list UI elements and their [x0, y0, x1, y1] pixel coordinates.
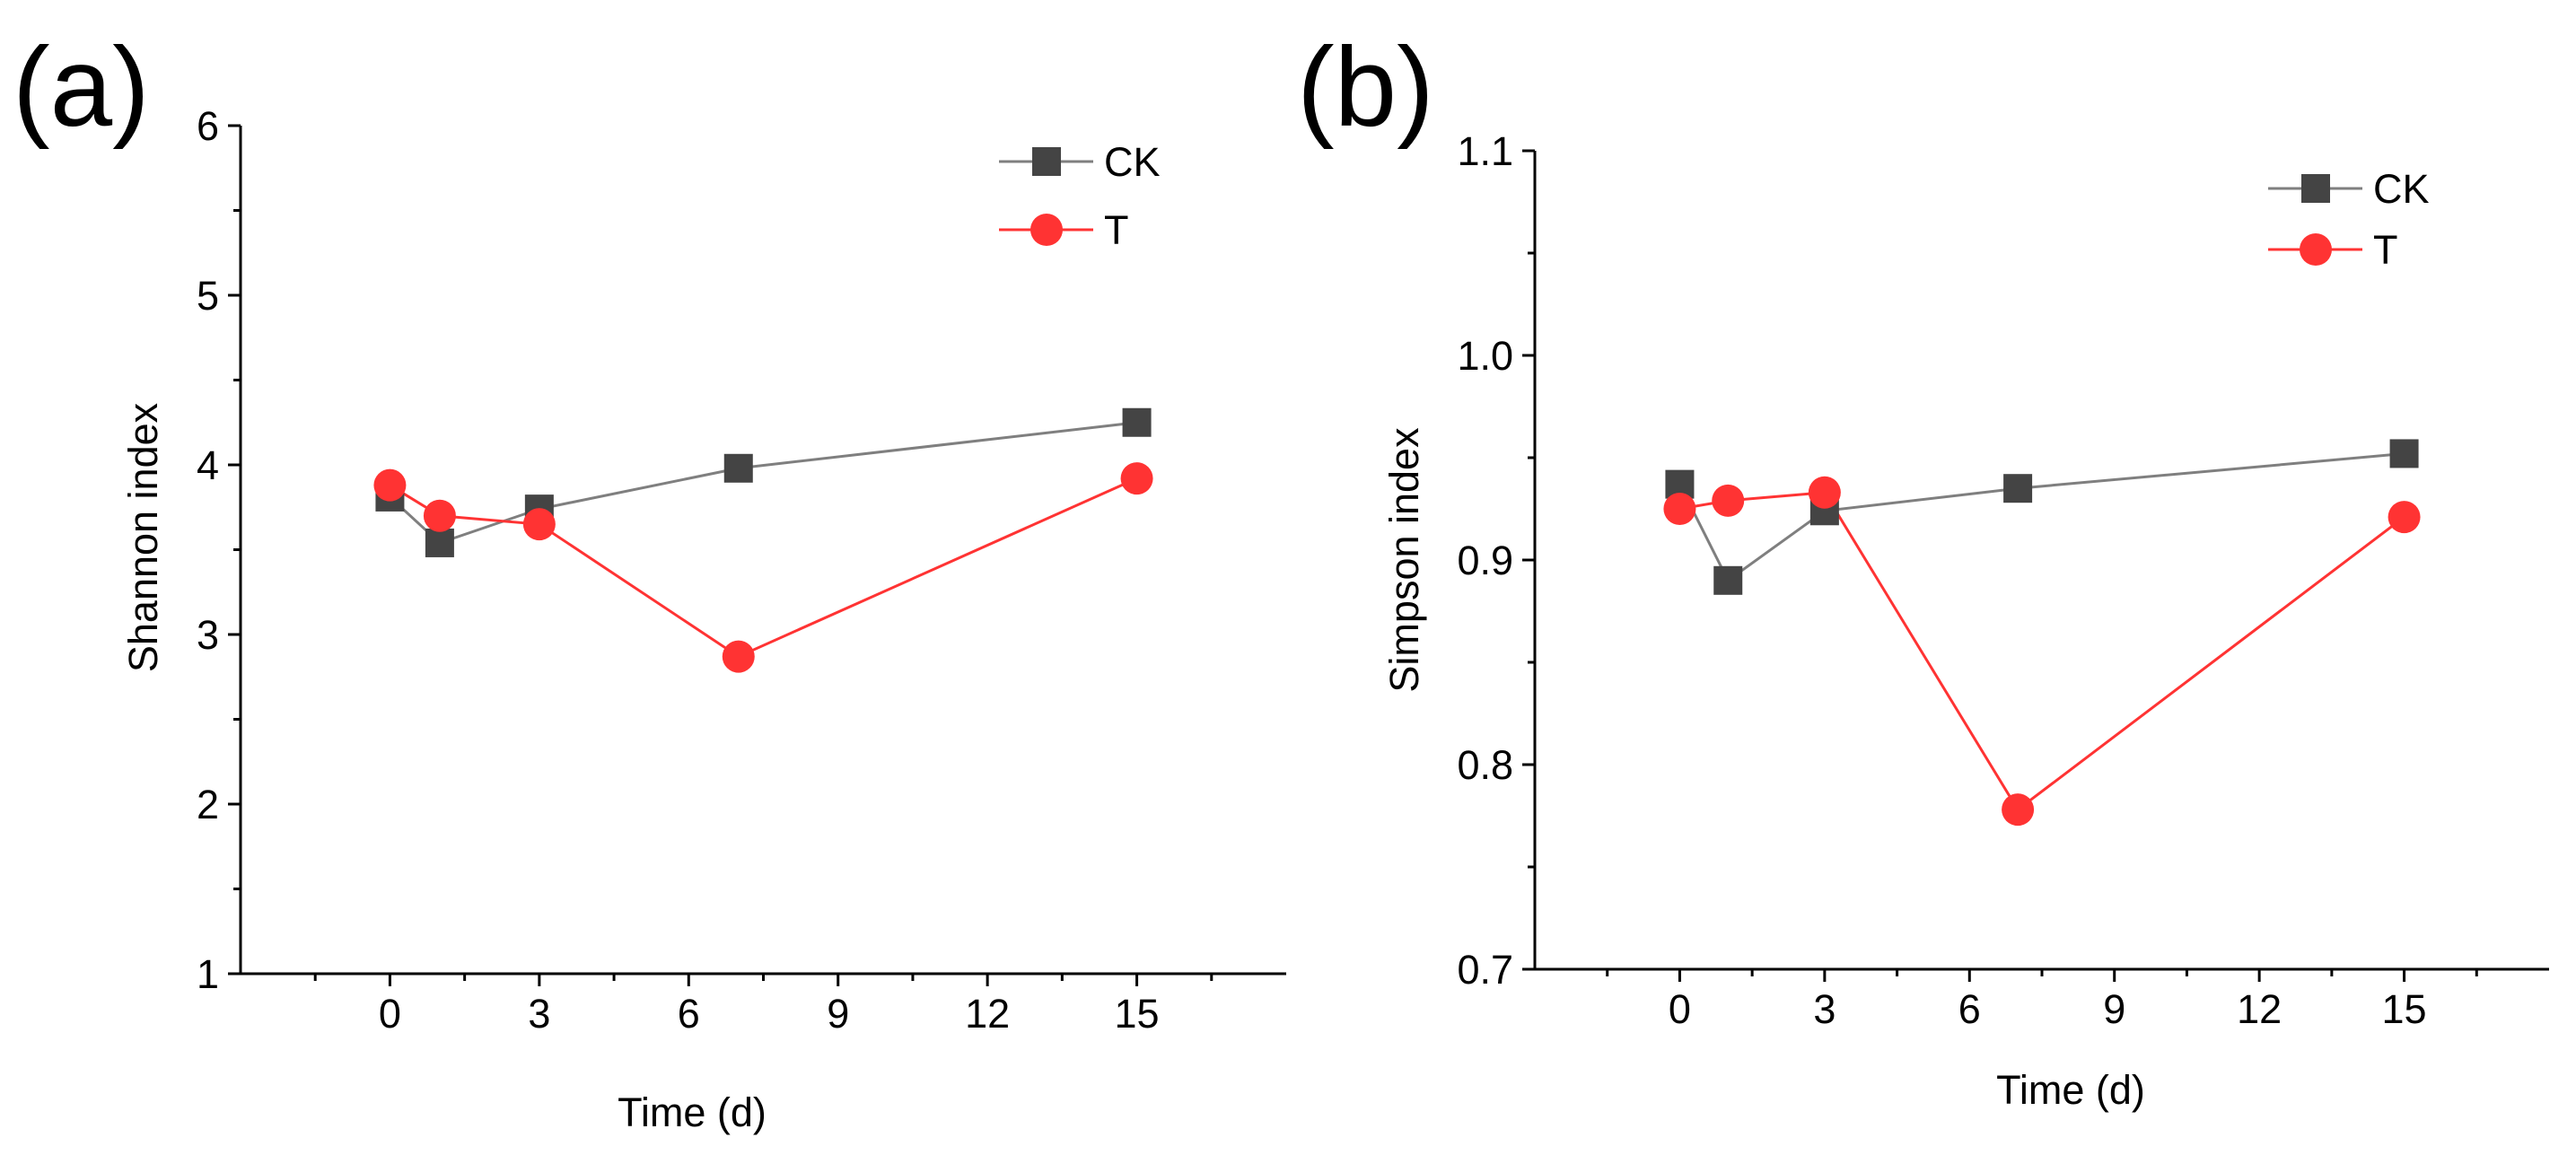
- y-tick-label: 2: [197, 782, 219, 827]
- data-point-t: [373, 468, 407, 502]
- y-tick-label: 0.7: [1457, 947, 1513, 993]
- legend-marker-t: [1030, 214, 1063, 246]
- y-tick-label: 5: [197, 273, 219, 319]
- x-tick-label: 0: [379, 991, 401, 1037]
- data-point-t: [722, 640, 755, 673]
- legend-label-t: T: [2373, 227, 2398, 273]
- legend-marker-ck: [1032, 147, 1061, 176]
- y-tick-label: 3: [197, 612, 219, 658]
- data-point-ck: [1122, 407, 1152, 437]
- data-point-ck: [2389, 439, 2419, 468]
- x-tick-label: 12: [2237, 986, 2282, 1032]
- x-axis-title: Time (d): [618, 1089, 767, 1135]
- y-tick-label: 6: [197, 103, 219, 149]
- data-point-t: [2002, 793, 2035, 827]
- x-tick-label: 15: [1115, 991, 1160, 1037]
- y-tick-label: 0.9: [1457, 538, 1513, 583]
- x-tick-label: 9: [827, 991, 849, 1037]
- series-line-ck: [389, 421, 1137, 545]
- data-point-t: [1663, 493, 1696, 525]
- x-axis-title: Time (d): [1996, 1067, 2145, 1113]
- y-tick-label: 0.8: [1457, 742, 1513, 788]
- data-point-t: [2388, 501, 2421, 534]
- y-tick-label: 1.1: [1457, 128, 1513, 174]
- legend-label-t: T: [1104, 207, 1129, 253]
- data-point-ck: [2003, 474, 2033, 503]
- y-axis-title: Simpson index: [1381, 427, 1427, 693]
- x-tick-label: 6: [1958, 986, 1981, 1032]
- x-tick-label: 3: [528, 991, 550, 1037]
- series-line-t: [389, 477, 1138, 659]
- y-tick-label: 4: [197, 442, 219, 488]
- y-axis-title: Shannon index: [120, 402, 166, 672]
- data-point-ck: [425, 528, 454, 557]
- series-line-ck: [1678, 451, 2405, 583]
- legend-label-ck: CK: [1104, 139, 1161, 185]
- x-tick-label: 0: [1669, 986, 1691, 1032]
- series-line-t: [1679, 491, 2405, 812]
- x-tick-label: 9: [2103, 986, 2125, 1032]
- x-tick-label: 6: [678, 991, 700, 1037]
- legend-marker-ck: [2301, 174, 2330, 203]
- x-tick-label: 3: [1813, 986, 1836, 1032]
- data-point-t: [1808, 476, 1841, 509]
- data-point-ck: [1713, 565, 1743, 595]
- panel-b: (b) Simpson index Time (d) 0.7 0.8 0.9 1.0 1…: [1297, 25, 2549, 1113]
- data-point-ck: [723, 453, 753, 483]
- panel-label: (b): [1297, 25, 1434, 150]
- data-point-t: [522, 508, 556, 541]
- legend-marker-t: [2300, 233, 2332, 266]
- x-tick-label: 12: [965, 991, 1010, 1037]
- x-tick-label: 15: [2382, 986, 2427, 1032]
- panel-label: (a): [13, 25, 150, 150]
- data-point-t: [423, 499, 456, 532]
- y-tick-label: 1: [197, 951, 219, 997]
- legend-label-ck: CK: [2373, 166, 2430, 212]
- y-tick-label: 1.0: [1457, 333, 1513, 379]
- data-point-t: [1120, 462, 1153, 495]
- data-point-t: [1712, 484, 1745, 517]
